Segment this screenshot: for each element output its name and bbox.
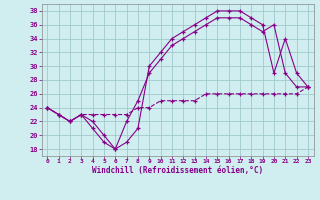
X-axis label: Windchill (Refroidissement éolien,°C): Windchill (Refroidissement éolien,°C) [92,166,263,175]
